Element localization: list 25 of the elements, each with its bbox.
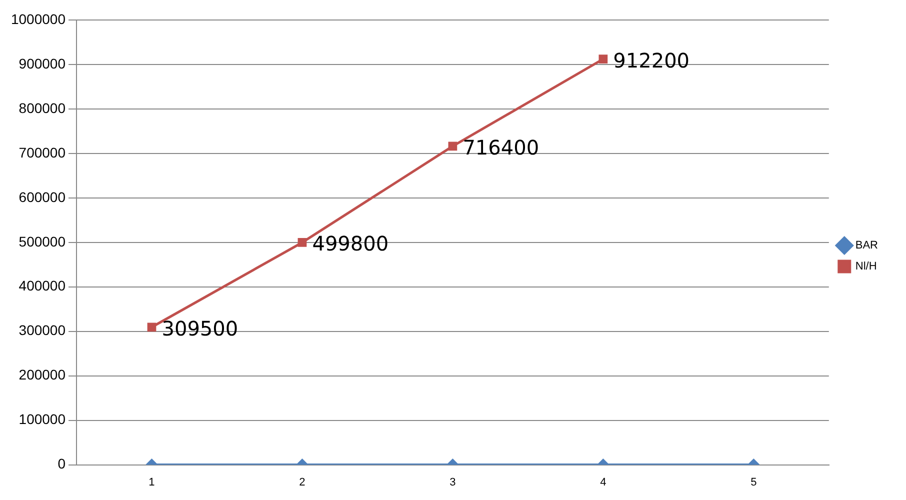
x-tick-label: 3 (450, 476, 456, 488)
y-tick-label: 200000 (18, 366, 66, 383)
x-tick-label: 4 (600, 476, 606, 488)
data-label: 912200 (613, 48, 690, 72)
y-tick-label: 800000 (18, 100, 66, 116)
x-tick-label: 1 (148, 476, 155, 488)
y-tick-label: 100000 (18, 411, 66, 428)
x-tick-label: 2 (299, 476, 306, 488)
y-tick-label: 600000 (18, 188, 66, 205)
y-tick-label: 0 (58, 456, 66, 472)
point (298, 238, 307, 247)
y-tick-label: 300000 (18, 322, 66, 338)
data-label: 309500 (162, 316, 238, 340)
y-tick-label: 900000 (18, 55, 66, 72)
legend-label: Nl/H (855, 260, 877, 273)
point (448, 142, 458, 151)
point (598, 54, 608, 64)
y-tick-label: 400000 (18, 278, 66, 294)
y-tick-label: 500000 (18, 233, 66, 250)
y-tick-label: 1000000 (10, 10, 66, 27)
legend-label: BAR (855, 240, 878, 252)
data-label: 499800 (312, 232, 389, 256)
y-tick-label: 700000 (18, 144, 66, 160)
data-label: 716400 (462, 135, 540, 160)
x-tick-label: 5 (750, 476, 757, 488)
